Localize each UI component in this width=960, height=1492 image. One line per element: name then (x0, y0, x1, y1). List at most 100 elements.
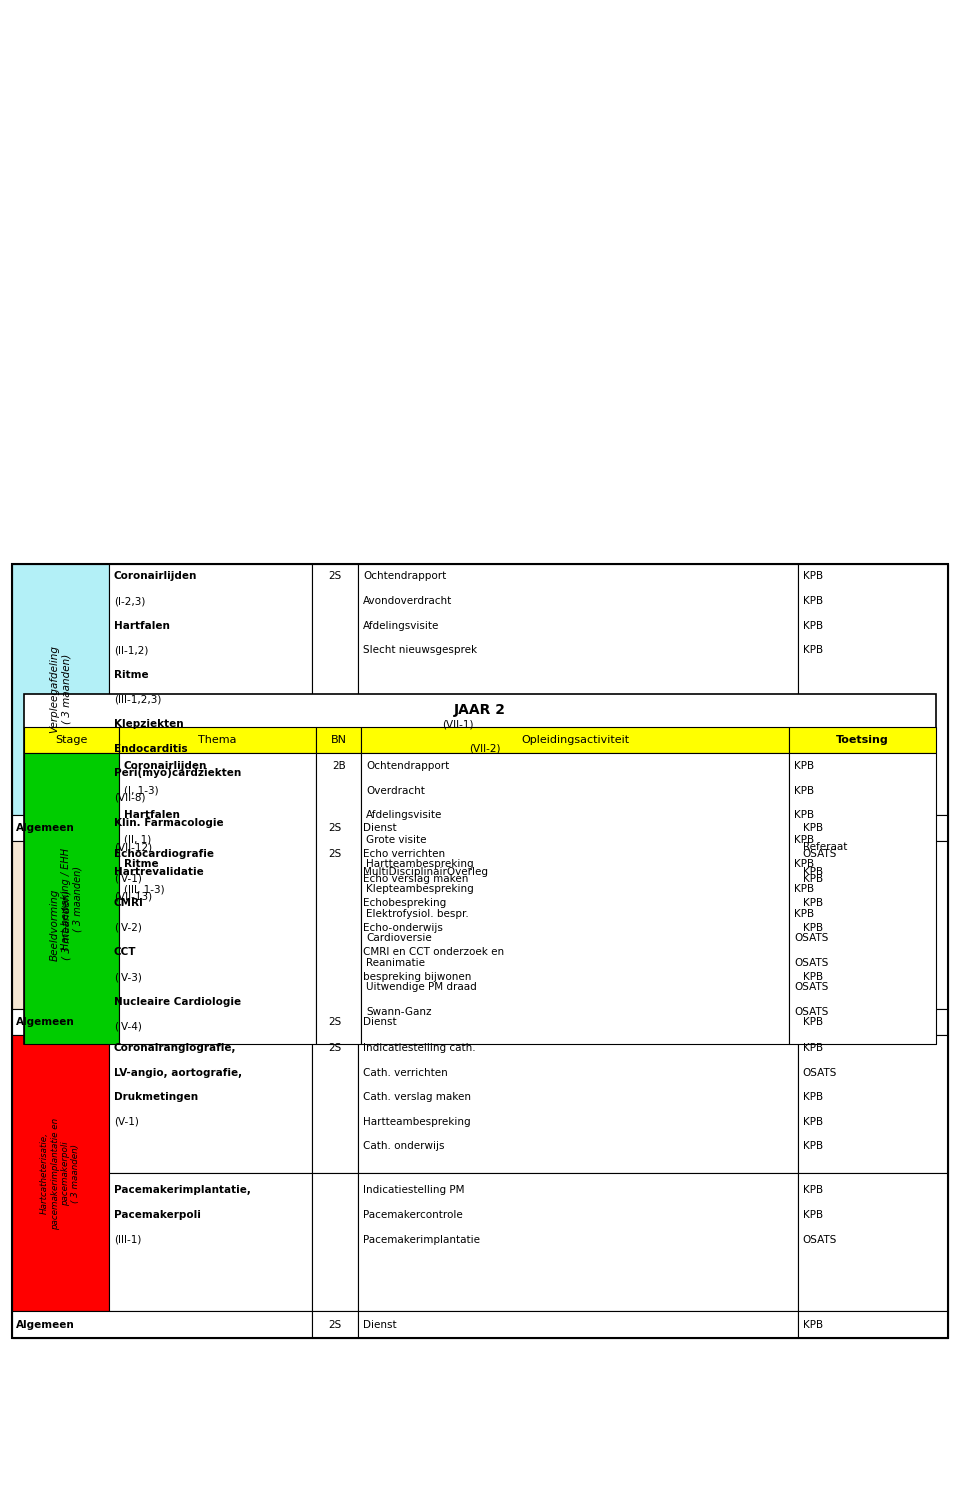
Text: 2S: 2S (328, 824, 342, 833)
Text: KPB: KPB (803, 1018, 823, 1026)
Text: Referaat: Referaat (803, 841, 847, 852)
Text: Endocarditis: Endocarditis (114, 743, 191, 753)
Text: KPB: KPB (803, 1141, 823, 1152)
Text: KPB: KPB (794, 883, 814, 894)
Text: Echo-onderwijs: Echo-onderwijs (363, 922, 443, 932)
Bar (119, 753, 316, 1044)
Text: KPB: KPB (803, 571, 823, 582)
Text: Opleidingsactiviteit: Opleidingsactiviteit (521, 736, 630, 745)
Bar (24, 694, 936, 1044)
Bar (358, 1174, 798, 1311)
Text: KPB: KPB (803, 1320, 823, 1329)
Text: (III-1,2,3): (III-1,2,3) (114, 694, 161, 704)
Bar (12, 1035, 109, 1311)
Bar (312, 1009, 358, 1035)
Text: CMRI: CMRI (114, 898, 144, 909)
Bar (361, 727, 789, 753)
Bar (358, 564, 798, 815)
Text: (VII-2): (VII-2) (469, 743, 501, 753)
Text: 2S: 2S (328, 1320, 342, 1329)
Bar (312, 1174, 358, 1311)
Bar (12, 815, 312, 841)
Bar (119, 727, 316, 753)
Text: JAAR 2: JAAR 2 (454, 703, 506, 718)
Bar (12, 1311, 312, 1338)
Text: Pacemakerpoli: Pacemakerpoli (114, 1210, 201, 1220)
Bar (358, 1035, 798, 1174)
Bar (12, 564, 948, 1338)
Text: Pacemakercontrole: Pacemakercontrole (363, 1210, 463, 1220)
Text: (V-1): (V-1) (114, 1118, 138, 1126)
Text: Beeldvorming
( 3 maanden): Beeldvorming ( 3 maanden) (50, 889, 71, 961)
Text: KPB: KPB (803, 1043, 823, 1053)
Text: Hart-bewaking / EHH
( 3 maanden): Hart-bewaking / EHH ( 3 maanden) (60, 847, 83, 950)
Text: Cardioversie: Cardioversie (366, 934, 432, 943)
Text: Klin. Farmacologie: Klin. Farmacologie (114, 818, 224, 828)
Text: KPB: KPB (794, 810, 814, 821)
Bar (312, 1311, 358, 1338)
Bar (798, 564, 948, 815)
Text: OSATS: OSATS (803, 849, 837, 859)
Text: (VII-8): (VII-8) (114, 792, 145, 803)
Text: (III, 1-3): (III, 1-3) (124, 883, 164, 894)
Text: Algemeen: Algemeen (16, 1320, 75, 1329)
Text: OSATS: OSATS (794, 958, 828, 968)
Text: Reanimatie: Reanimatie (366, 958, 425, 968)
Text: KPB: KPB (803, 898, 823, 909)
Bar (312, 815, 358, 841)
Bar (798, 1311, 948, 1338)
Text: Pacemakerimplantatie: Pacemakerimplantatie (363, 1235, 480, 1244)
Bar (109, 564, 312, 815)
Text: (VII-1): (VII-1) (443, 719, 473, 730)
Bar (312, 1035, 358, 1174)
Text: CMRI en CCT onderzoek en: CMRI en CCT onderzoek en (363, 947, 504, 958)
Bar (798, 841, 948, 1009)
Bar (12, 1009, 312, 1035)
Text: 2S: 2S (328, 1018, 342, 1026)
Text: Swann-Ganz: Swann-Ganz (366, 1007, 432, 1018)
Text: Algemeen: Algemeen (16, 824, 75, 833)
Text: Toetsing: Toetsing (836, 736, 889, 745)
Bar (109, 1174, 312, 1311)
Bar (789, 753, 936, 1044)
Text: KPB: KPB (803, 922, 823, 932)
Bar (798, 1035, 948, 1174)
Bar (312, 564, 358, 815)
Text: Echo verslag maken: Echo verslag maken (363, 874, 468, 883)
Text: Afdelingsvisite: Afdelingsvisite (363, 621, 440, 631)
Text: Coronairlijden: Coronairlijden (124, 761, 207, 771)
Text: Thema: Thema (199, 736, 237, 745)
Text: Nucleaire Cardiologie: Nucleaire Cardiologie (114, 997, 241, 1007)
Text: bespreking bijwonen: bespreking bijwonen (363, 973, 471, 982)
Text: KPB: KPB (803, 1210, 823, 1220)
Text: Coronairangiografie,: Coronairangiografie, (114, 1043, 236, 1053)
Text: Cath. onderwijs: Cath. onderwijs (363, 1141, 444, 1152)
Text: KPB: KPB (803, 1118, 823, 1126)
Text: Afdelingsvisite: Afdelingsvisite (366, 810, 443, 821)
Text: OSATS: OSATS (803, 1068, 837, 1077)
Text: 2B: 2B (332, 761, 346, 771)
Text: OSATS: OSATS (794, 1007, 828, 1018)
Bar (12, 841, 109, 1009)
Text: BN: BN (331, 736, 347, 745)
Text: Pacemakerimplantatie,: Pacemakerimplantatie, (114, 1186, 251, 1195)
Text: KPB: KPB (794, 761, 814, 771)
Text: 2S: 2S (328, 1043, 342, 1053)
Text: Hartfalen: Hartfalen (124, 810, 180, 821)
Text: 2S: 2S (328, 849, 342, 859)
Text: (III-1): (III-1) (114, 1235, 141, 1244)
Bar (798, 815, 948, 841)
Text: Verpleegafdeling
( 3 maanden): Verpleegafdeling ( 3 maanden) (50, 646, 71, 733)
Text: 2S: 2S (328, 571, 342, 582)
Text: Indicatiestelling cath.: Indicatiestelling cath. (363, 1043, 475, 1053)
Text: Ochtendrapport: Ochtendrapport (363, 571, 446, 582)
Text: Stage: Stage (56, 736, 87, 745)
Text: Cath. verrichten: Cath. verrichten (363, 1068, 447, 1077)
Text: KPB: KPB (803, 595, 823, 606)
Text: Hartfalen: Hartfalen (114, 621, 170, 631)
Text: LV-angio, aortografie,: LV-angio, aortografie, (114, 1068, 242, 1077)
Text: Echobespreking: Echobespreking (363, 898, 446, 909)
Bar (316, 727, 361, 753)
Text: Ritme: Ritme (124, 859, 158, 870)
Text: (II-1,2): (II-1,2) (114, 645, 148, 655)
